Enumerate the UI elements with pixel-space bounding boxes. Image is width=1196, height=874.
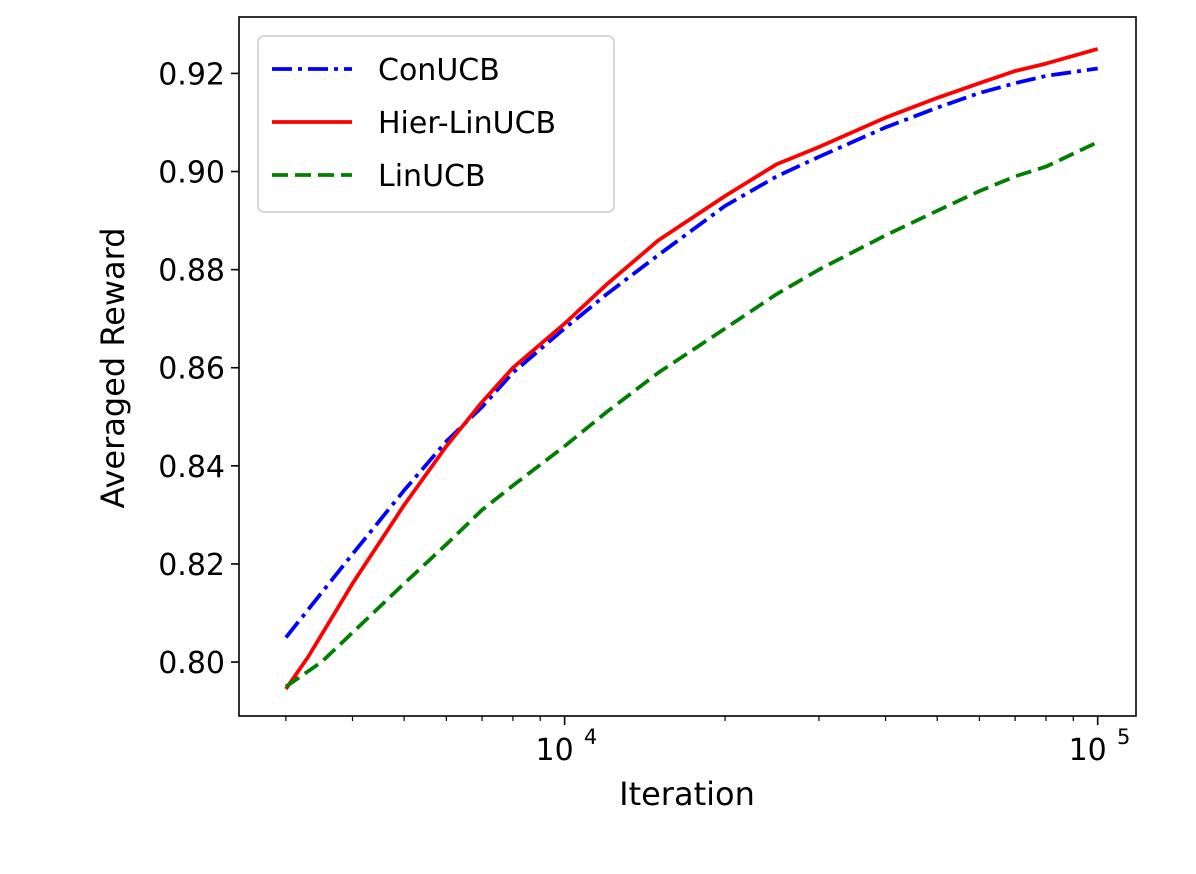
y-tick-label: 0.84 bbox=[158, 450, 225, 485]
y-tick-label: 0.90 bbox=[158, 156, 225, 191]
legend-entries: ConUCB Hier-LinUCB LinUCB bbox=[272, 53, 556, 194]
y-tick-label: 0.80 bbox=[158, 646, 225, 681]
y-axis: 0.80 0.82 0.84 0.86 0.88 0.90 0.92 bbox=[158, 57, 239, 681]
legend-label: LinUCB bbox=[378, 159, 486, 194]
plot-area-frame bbox=[238, 16, 1137, 717]
x-axis: 10 4 10 5 bbox=[285, 716, 1130, 768]
x-tick-label: 10 bbox=[1069, 733, 1107, 768]
legend-label: ConUCB bbox=[378, 53, 500, 88]
legend: ConUCB Hier-LinUCB LinUCB bbox=[257, 35, 615, 213]
y-tick-label: 0.86 bbox=[158, 352, 225, 387]
y-axis-label: Averaged Reward bbox=[94, 227, 132, 508]
series-line-linucb bbox=[284, 140, 1099, 689]
x-tick-label: 10 bbox=[536, 733, 574, 768]
legend-label: Hier-LinUCB bbox=[378, 106, 556, 141]
x-tick-label-exponent: 4 bbox=[584, 725, 597, 749]
y-tick-label: 0.92 bbox=[158, 57, 225, 92]
series-line-hier-linucb bbox=[284, 47, 1099, 691]
x-tick-label-exponent: 5 bbox=[1117, 725, 1130, 749]
legend-frame bbox=[257, 35, 615, 213]
y-tick-label: 0.82 bbox=[158, 548, 225, 583]
series-line-conucb bbox=[284, 66, 1098, 639]
series-layer bbox=[284, 47, 1099, 691]
y-tick-label: 0.88 bbox=[158, 254, 225, 289]
x-axis-label: Iteration bbox=[619, 775, 755, 813]
